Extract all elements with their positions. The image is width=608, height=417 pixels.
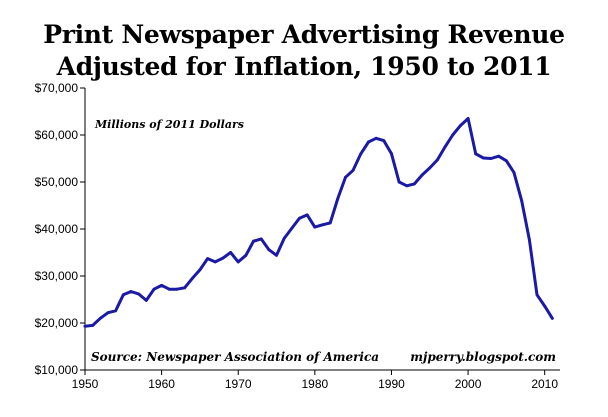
data-point xyxy=(183,286,187,290)
y-tick-label: $10,000 xyxy=(35,363,79,377)
data-point xyxy=(336,197,340,200)
data-point xyxy=(413,182,416,186)
data-point xyxy=(91,324,95,327)
data-point xyxy=(374,136,378,140)
data-point xyxy=(543,304,547,308)
data-point xyxy=(351,168,355,172)
x-tick-label: 2000 xyxy=(455,377,482,391)
data-point xyxy=(206,257,210,260)
x-tick-label: 1960 xyxy=(148,377,175,391)
data-point xyxy=(528,238,531,242)
data-point xyxy=(344,175,347,179)
chart-title-line-1: Print Newspaper Advertising Revenue xyxy=(43,20,565,49)
data-point xyxy=(489,157,493,160)
data-point xyxy=(367,140,370,144)
tick-group: $10,000 $20,000 $30,000 $40,000 $50,000 $60,0… xyxy=(35,81,559,391)
data-point xyxy=(397,180,401,184)
source-annotation: Source: Newspaper Association of America xyxy=(91,350,379,364)
data-point xyxy=(98,316,102,320)
series-group xyxy=(83,117,554,328)
data-point xyxy=(405,184,409,188)
x-tick-label: 1980 xyxy=(301,377,328,391)
data-point xyxy=(436,158,439,162)
data-point xyxy=(152,287,156,291)
y-tick-label: $40,000 xyxy=(35,222,79,236)
data-point xyxy=(160,284,164,287)
data-point xyxy=(137,292,141,296)
y-tick-label: $70,000 xyxy=(35,81,79,95)
data-point xyxy=(497,154,501,158)
data-point xyxy=(83,324,87,328)
data-point xyxy=(236,260,240,264)
data-point xyxy=(482,156,485,160)
data-point xyxy=(535,293,539,297)
x-tick-label: 2010 xyxy=(531,377,558,391)
x-tick-label: 1950 xyxy=(72,377,99,391)
data-point xyxy=(244,253,248,257)
series-line xyxy=(83,117,554,328)
data-point xyxy=(190,277,194,280)
y-tick-label: $20,000 xyxy=(35,316,79,330)
data-point xyxy=(505,159,508,163)
data-point xyxy=(259,237,263,241)
data-point xyxy=(129,290,133,293)
data-point xyxy=(175,287,179,291)
data-point xyxy=(267,248,271,252)
data-point xyxy=(328,221,332,225)
data-point xyxy=(290,226,294,230)
data-point xyxy=(382,139,386,143)
data-point xyxy=(221,256,225,260)
website-annotation: mjperry.blogspot.com xyxy=(410,350,556,364)
data-point xyxy=(313,225,317,229)
data-point xyxy=(252,239,255,243)
data-point xyxy=(451,133,455,137)
data-point xyxy=(474,152,478,156)
data-point xyxy=(229,251,233,254)
data-point xyxy=(213,260,217,264)
data-point xyxy=(275,253,278,257)
data-point xyxy=(428,166,432,170)
data-point xyxy=(520,199,524,203)
data-point xyxy=(550,316,554,320)
data-point xyxy=(167,287,171,291)
data-point xyxy=(459,124,462,127)
data-point xyxy=(106,311,110,315)
y-tick-label: $60,000 xyxy=(35,128,79,142)
data-point xyxy=(198,268,202,272)
y-tick-label: $30,000 xyxy=(35,269,79,283)
units-annotation: Millions of 2011 Dollars xyxy=(94,118,244,131)
annotation-group: Millions of 2011 Dollars Source: Newspap… xyxy=(91,118,556,364)
data-point xyxy=(321,223,324,227)
x-tick-label: 1990 xyxy=(378,377,405,391)
data-point xyxy=(121,293,125,297)
data-point xyxy=(420,173,424,177)
data-point xyxy=(114,309,117,313)
data-point xyxy=(305,213,309,217)
chart-title-line-2: Adjusted for Inflation, 1950 to 2011 xyxy=(56,52,552,81)
data-point xyxy=(466,117,470,120)
data-point xyxy=(443,145,447,149)
x-tick-label: 1970 xyxy=(225,377,252,391)
data-point xyxy=(298,216,301,220)
data-point xyxy=(390,152,393,156)
data-point xyxy=(144,299,148,302)
data-point xyxy=(359,152,363,156)
y-tick-label: $50,000 xyxy=(35,175,79,189)
data-point xyxy=(282,237,286,240)
data-point xyxy=(512,171,516,175)
